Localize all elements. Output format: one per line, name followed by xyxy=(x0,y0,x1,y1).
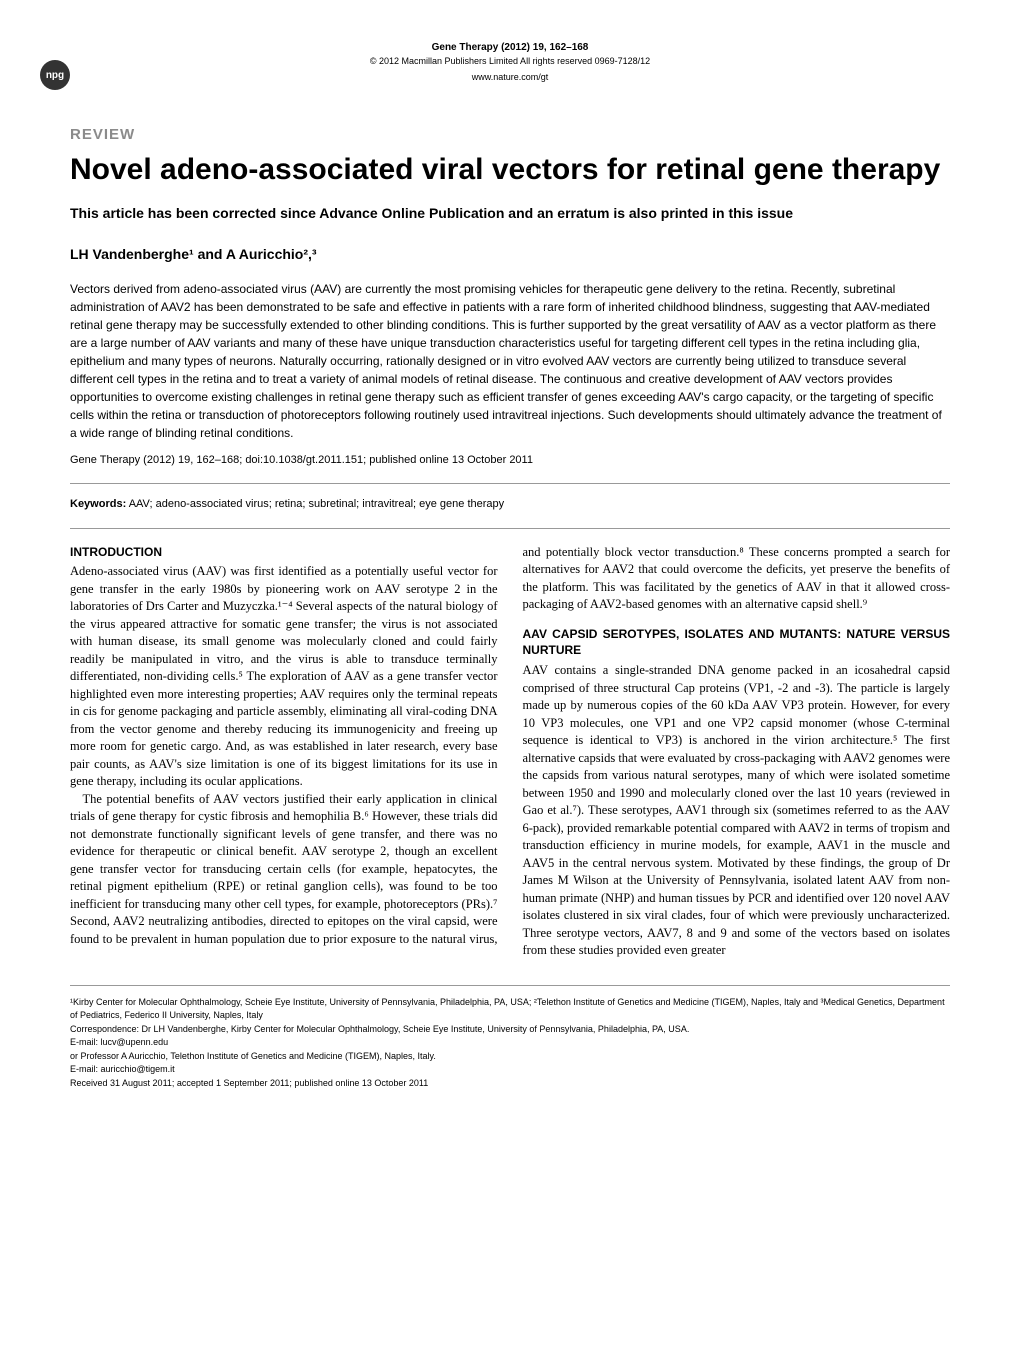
publisher-info: © 2012 Macmillan Publishers Limited All … xyxy=(70,55,950,69)
divider-top xyxy=(70,483,950,484)
affiliations: ¹Kirby Center for Molecular Ophthalmolog… xyxy=(70,996,950,1023)
intro-paragraph-1: Adeno-associated virus (AAV) was first i… xyxy=(70,563,498,791)
correspondence-1: Correspondence: Dr LH Vandenberghe, Kirb… xyxy=(70,1023,950,1037)
authors-list: LH Vandenberghe¹ and A Auricchio²,³ xyxy=(70,244,950,265)
keywords-section: Keywords: AAV; adeno-associated virus; r… xyxy=(70,496,950,513)
intro-header: INTRODUCTION xyxy=(70,544,498,561)
keywords-text: AAV; adeno-associated virus; retina; sub… xyxy=(126,498,504,510)
footer-section: ¹Kirby Center for Molecular Ophthalmolog… xyxy=(70,985,950,1091)
citation-line: Gene Therapy (2012) 19, 162–168; doi:10.… xyxy=(70,452,950,469)
email-2: E-mail: auricchio@tigem.it xyxy=(70,1063,950,1077)
keywords-label: Keywords: xyxy=(70,498,126,510)
section2-paragraph-1: AAV contains a single-stranded DNA genom… xyxy=(523,662,951,960)
publication-dates: Received 31 August 2011; accepted 1 Sept… xyxy=(70,1077,950,1091)
journal-info: Gene Therapy (2012) 19, 162–168 xyxy=(70,40,950,55)
section2-header: AAV CAPSID SEROTYPES, ISOLATES AND MUTAN… xyxy=(523,626,951,660)
abstract-text: Vectors derived from adeno-associated vi… xyxy=(70,280,950,442)
correction-note: This article has been corrected since Ad… xyxy=(70,203,950,224)
email-1: E-mail: lucv@upenn.edu xyxy=(70,1036,950,1050)
article-type-label: REVIEW xyxy=(70,124,950,147)
npg-badge: npg xyxy=(40,60,70,90)
article-title: Novel adeno-associated viral vectors for… xyxy=(70,152,950,188)
page-container: Gene Therapy (2012) 19, 162–168 © 2012 M… xyxy=(0,0,1020,1120)
journal-header: Gene Therapy (2012) 19, 162–168 © 2012 M… xyxy=(70,40,950,84)
website-url: www.nature.com/gt xyxy=(70,71,950,85)
correspondence-2: or Professor A Auricchio, Telethon Insti… xyxy=(70,1050,950,1064)
divider-bottom xyxy=(70,528,950,529)
article-content: INTRODUCTION Adeno-associated virus (AAV… xyxy=(70,544,950,960)
